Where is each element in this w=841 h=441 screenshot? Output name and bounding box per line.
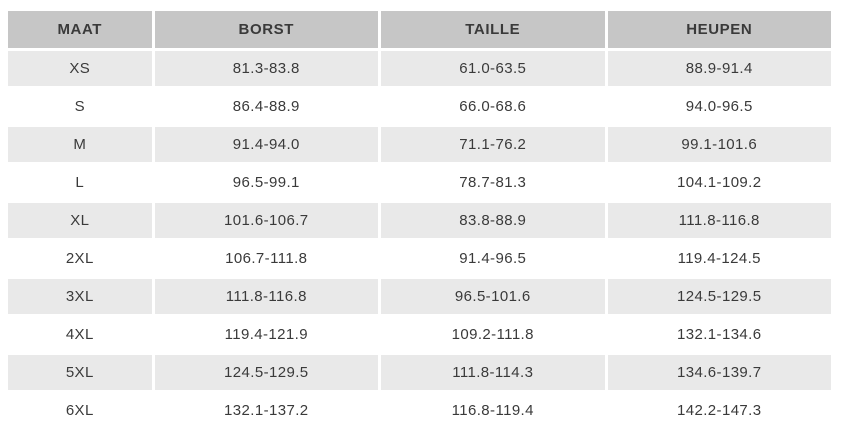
measurement-cell: 119.4-121.9 [154,317,379,352]
table-row: 6XL 132.1-137.2 116.8-119.4 142.2-147.3 [8,393,831,428]
measurement-cell: 61.0-63.5 [381,51,605,86]
table-row: XL 101.6-106.7 83.8-88.9 111.8-116.8 [8,203,831,238]
measurement-cell: 106.7-111.8 [154,241,379,276]
size-label-cell: 2XL [8,241,152,276]
measurement-cell: 132.1-137.2 [154,393,379,428]
measurement-cell: 66.0-68.6 [381,89,605,124]
table-row: L 96.5-99.1 78.7-81.3 104.1-109.2 [8,165,831,200]
size-label-cell: 3XL [8,279,152,314]
measurement-cell: 94.0-96.5 [607,89,831,124]
measurement-cell: 86.4-88.9 [154,89,379,124]
measurement-cell: 111.8-116.8 [607,203,831,238]
measurement-cell: 78.7-81.3 [381,165,605,200]
measurement-cell: 99.1-101.6 [607,127,831,162]
measurement-cell: 96.5-99.1 [154,165,379,200]
size-label-cell: 4XL [8,317,152,352]
measurement-cell: 81.3-83.8 [154,51,379,86]
table-row: 2XL 106.7-111.8 91.4-96.5 119.4-124.5 [8,241,831,276]
table-row: 3XL 111.8-116.8 96.5-101.6 124.5-129.5 [8,279,831,314]
table-row: 5XL 124.5-129.5 111.8-114.3 134.6-139.7 [8,355,831,390]
measurement-cell: 124.5-129.5 [154,355,379,390]
measurement-cell: 116.8-119.4 [381,393,605,428]
measurement-cell: 71.1-76.2 [381,127,605,162]
measurement-cell: 142.2-147.3 [607,393,831,428]
column-header-heupen: HEUPEN [607,11,831,48]
measurement-cell: 88.9-91.4 [607,51,831,86]
table-row: M 91.4-94.0 71.1-76.2 99.1-101.6 [8,127,831,162]
measurement-cell: 124.5-129.5 [607,279,831,314]
measurement-cell: 104.1-109.2 [607,165,831,200]
measurement-cell: 132.1-134.6 [607,317,831,352]
measurement-cell: 83.8-88.9 [381,203,605,238]
measurement-cell: 111.8-114.3 [381,355,605,390]
column-header-taille: TAILLE [381,11,605,48]
measurement-cell: 101.6-106.7 [154,203,379,238]
header-row: MAAT BORST TAILLE HEUPEN [8,11,831,48]
size-label-cell: XS [8,51,152,86]
measurement-cell: 111.8-116.8 [154,279,379,314]
size-label-cell: M [8,127,152,162]
measurement-cell: 109.2-111.8 [381,317,605,352]
measurement-cell: 96.5-101.6 [381,279,605,314]
measurement-cell: 91.4-96.5 [381,241,605,276]
size-label-cell: 5XL [8,355,152,390]
size-label-cell: L [8,165,152,200]
measurement-cell: 91.4-94.0 [154,127,379,162]
table-row: XS 81.3-83.8 61.0-63.5 88.9-91.4 [8,51,831,86]
table-row: S 86.4-88.9 66.0-68.6 94.0-96.5 [8,89,831,124]
measurement-cell: 119.4-124.5 [607,241,831,276]
size-label-cell: XL [8,203,152,238]
size-table-body: XS 81.3-83.8 61.0-63.5 88.9-91.4 S 86.4-88.9 6… [8,51,831,428]
column-header-maat: MAAT [8,11,152,48]
size-table-header: MAAT BORST TAILLE HEUPEN [8,11,831,48]
column-header-borst: BORST [154,11,379,48]
size-label-cell: 6XL [8,393,152,428]
size-label-cell: S [8,89,152,124]
table-row: 4XL 119.4-121.9 109.2-111.8 132.1-134.6 [8,317,831,352]
measurement-cell: 134.6-139.7 [607,355,831,390]
size-chart-table: MAAT BORST TAILLE HEUPEN XS 81.3-83.8 61.0… [5,8,834,431]
